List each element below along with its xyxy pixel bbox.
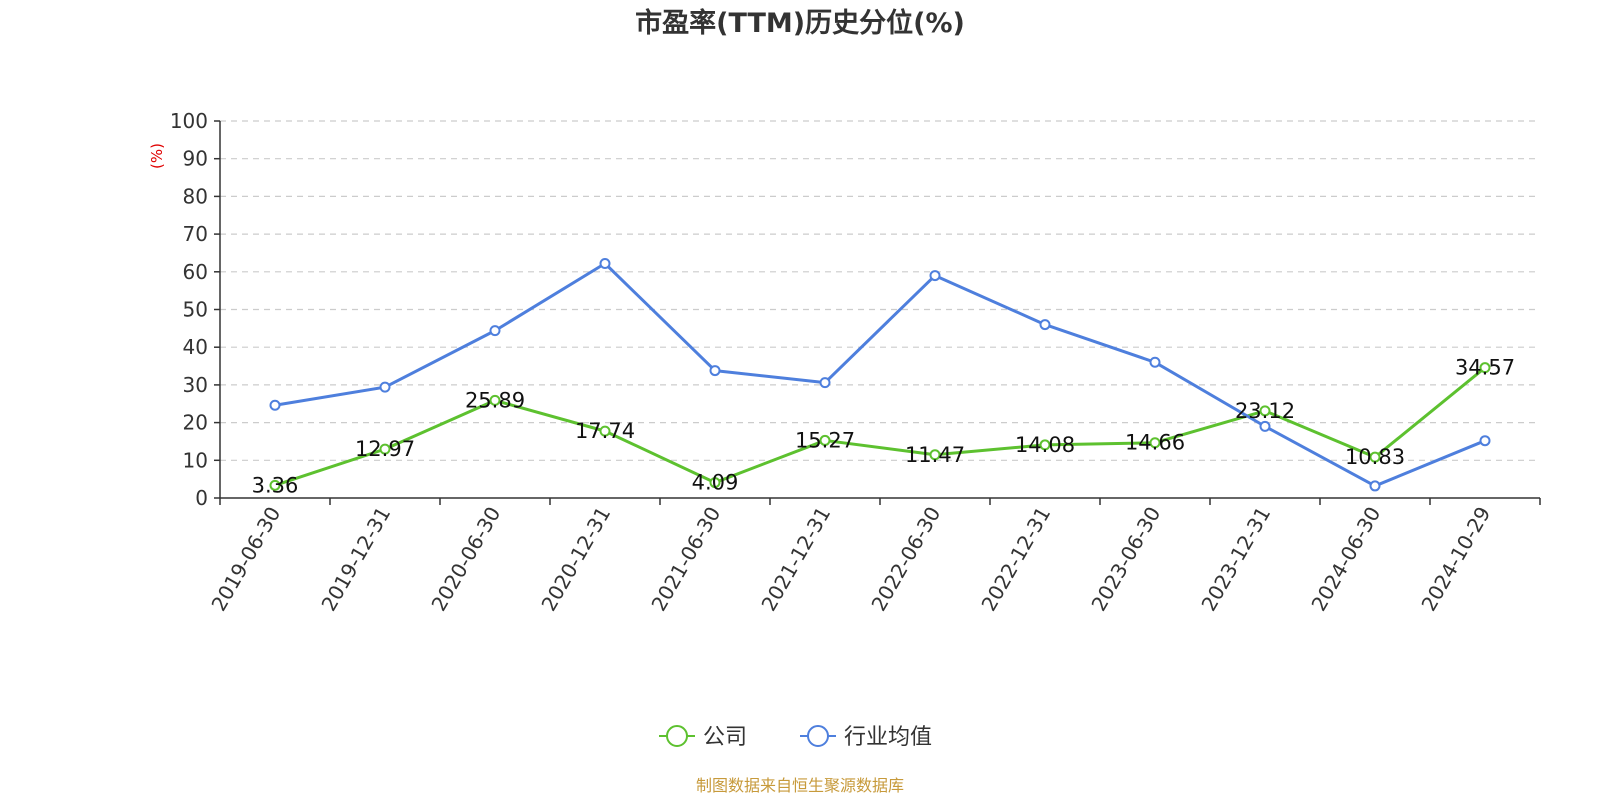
legend-marker-2: [807, 725, 829, 747]
data-label: 17.74: [575, 419, 635, 443]
data-point[interactable]: [1039, 439, 1051, 451]
data-point[interactable]: [1479, 362, 1491, 374]
x-tick-label: 2024-10-29: [1416, 503, 1495, 616]
y-tick-label: 50: [183, 298, 208, 322]
x-tick-label: 2020-12-31: [536, 503, 615, 616]
series-line-1: [274, 366, 1486, 487]
data-point[interactable]: [1479, 435, 1491, 447]
data-point[interactable]: [929, 270, 941, 282]
data-label: 23.12: [1235, 399, 1295, 423]
x-tick-label: 2022-12-31: [976, 503, 1055, 616]
y-tick-label: 20: [183, 411, 208, 435]
data-point[interactable]: [1369, 451, 1381, 463]
data-point[interactable]: [929, 449, 941, 461]
legend: 公司 行业均值: [659, 725, 932, 750]
data-point[interactable]: [1369, 480, 1381, 492]
data-point[interactable]: [269, 479, 281, 491]
x-tick-label: 2021-06-30: [646, 503, 725, 616]
chart-title: 市盈率(TTM)历史分位(%): [635, 7, 965, 39]
data-point[interactable]: [489, 325, 501, 337]
data-label: 25.89: [465, 388, 525, 412]
x-tick-label: 2021-12-31: [756, 503, 835, 616]
x-tick-label: 2019-12-31: [316, 503, 395, 616]
data-label: 4.09: [692, 471, 739, 495]
data-label: 12.97: [355, 437, 415, 461]
data-point[interactable]: [1259, 405, 1271, 417]
y-tick-label: 40: [183, 335, 208, 359]
source-note: 制图数据来自恒生聚源数据库: [696, 776, 904, 795]
series-line-2: [274, 262, 1486, 488]
y-tick-label: 0: [195, 486, 208, 510]
y-axis-unit: (%): [148, 143, 166, 169]
data-point[interactable]: [1259, 420, 1271, 432]
y-tick-label: 60: [183, 260, 208, 284]
data-point[interactable]: [599, 425, 611, 437]
data-label: 15.27: [795, 428, 855, 452]
data-point[interactable]: [709, 365, 721, 377]
data-point[interactable]: [269, 399, 281, 411]
x-tick-label: 2023-06-30: [1086, 503, 1165, 616]
y-tick-label: 90: [183, 147, 208, 171]
data-labels: 3.36 12.97 25.89 17.74 4.09 15.27 11.47 14.08 14…: [252, 356, 1515, 498]
y-tick-label: 10: [183, 448, 208, 472]
x-tick-label: 2022-06-30: [866, 503, 945, 616]
legend-label-1: 公司: [703, 725, 747, 750]
y-tick-label: 30: [183, 373, 208, 397]
data-point[interactable]: [379, 381, 391, 393]
data-label: 3.36: [252, 473, 299, 497]
data-point[interactable]: [489, 394, 501, 406]
data-label: 11.47: [905, 443, 965, 467]
y-tick-label: 70: [183, 222, 208, 246]
series-lines: [269, 258, 1491, 492]
y-tick-label: 80: [183, 184, 208, 208]
data-point[interactable]: [819, 434, 831, 446]
data-label: 14.66: [1125, 431, 1185, 455]
data-point[interactable]: [1149, 356, 1161, 368]
data-point[interactable]: [599, 258, 611, 270]
data-point[interactable]: [819, 377, 831, 389]
legend-label-2: 行业均值: [844, 725, 932, 750]
y-tick-label: 100: [170, 109, 208, 133]
x-tick-label: 2024-06-30: [1306, 503, 1385, 616]
data-point[interactable]: [1149, 437, 1161, 449]
data-label: 10.83: [1345, 445, 1405, 469]
axes: 0 10 20 30 40 50 60 70 80 90 100 2019-06-30 2019-12-…: [170, 109, 1541, 616]
data-point[interactable]: [709, 477, 721, 489]
data-label: 14.08: [1015, 433, 1075, 457]
data-point[interactable]: [379, 443, 391, 455]
x-tick-label: 2023-12-31: [1196, 503, 1275, 616]
grid-lines: [220, 120, 1540, 461]
data-point[interactable]: [1039, 319, 1051, 331]
x-tick-label: 2019-06-30: [206, 503, 285, 616]
x-tick-label: 2020-06-30: [426, 503, 505, 616]
data-label: 34.57: [1455, 356, 1515, 380]
legend-marker-1: [666, 725, 688, 747]
